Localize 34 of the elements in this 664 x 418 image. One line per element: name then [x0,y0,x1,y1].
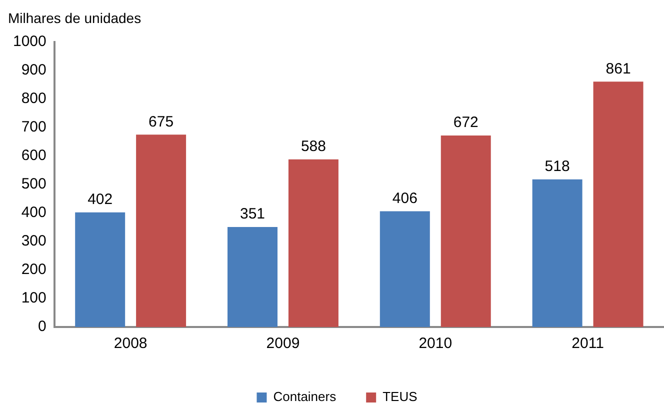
data-label: 406 [392,190,418,207]
y-axis-title: Milhares de unidades [8,10,142,26]
data-label: 861 [606,60,631,78]
bar [593,82,644,327]
x-tick-label: 2008 [114,335,148,352]
y-tick-label: 200 [21,261,46,278]
legend-label: Containers [273,389,337,404]
y-tick-label: 400 [21,204,46,222]
data-label: 588 [300,138,326,156]
bar [75,212,126,327]
y-tick-label: 100 [21,290,46,307]
y-tick-label: 0 [38,318,46,336]
x-tick-label: 2011 [572,335,604,352]
bar [532,179,582,327]
y-tick-label: 500 [21,176,46,193]
y-tick-label: 600 [21,147,46,164]
bar [380,211,430,327]
data-label: 518 [544,158,570,176]
data-label: 675 [148,113,174,130]
data-label: 351 [240,206,266,223]
data-label: 402 [88,191,113,208]
bar [440,135,491,327]
bar [136,134,186,327]
data-label: 672 [453,114,478,132]
bar [228,226,278,327]
y-tick-label: 900 [21,62,46,79]
bar [288,159,338,327]
x-tick-label: 2010 [418,335,452,352]
y-tick-label: 700 [21,118,46,136]
y-tick-label: 1000 [12,33,46,50]
y-tick-label: 800 [21,90,46,108]
legend-label: TEUS [382,389,418,404]
x-tick-label: 2009 [266,335,300,352]
y-tick-label: 300 [21,232,46,250]
